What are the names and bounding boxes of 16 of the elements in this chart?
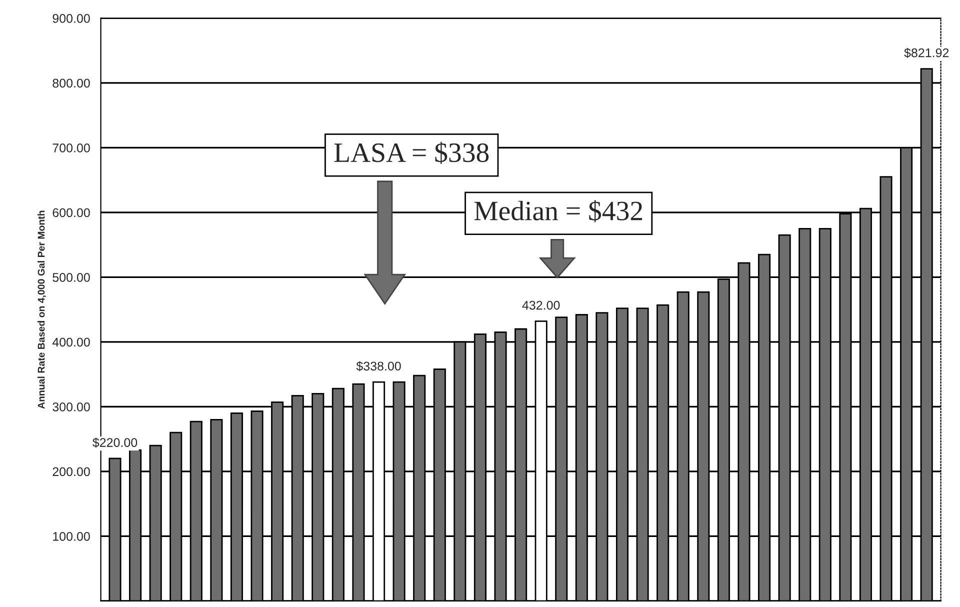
data-label: $338.00 (356, 361, 401, 372)
annotation: Median = $432 (474, 200, 642, 222)
data-label: $821.92 (904, 48, 949, 58)
data-label: $220.00 (92, 438, 138, 448)
y-tick-label: 600.00 (52, 208, 90, 218)
y-tick-label: 100.00 (53, 532, 90, 541)
y-tick-label: 800.00 (52, 78, 90, 88)
y-tick-label: 300.00 (52, 402, 90, 412)
y-tick-label: 700.00 (52, 144, 90, 152)
y-axis-title: Annual Rate Based on 4,000 Gal Per Month (38, 210, 46, 409)
y-tick-label: 500.00 (52, 272, 90, 282)
y-tick-label: 900.00 (52, 14, 90, 23)
y-tick-label: 400.00 (52, 338, 90, 347)
annotation: LASA = $338 (334, 142, 489, 164)
data-label: 432.00 (522, 300, 560, 310)
y-tick-label: 200.00 (52, 467, 90, 476)
